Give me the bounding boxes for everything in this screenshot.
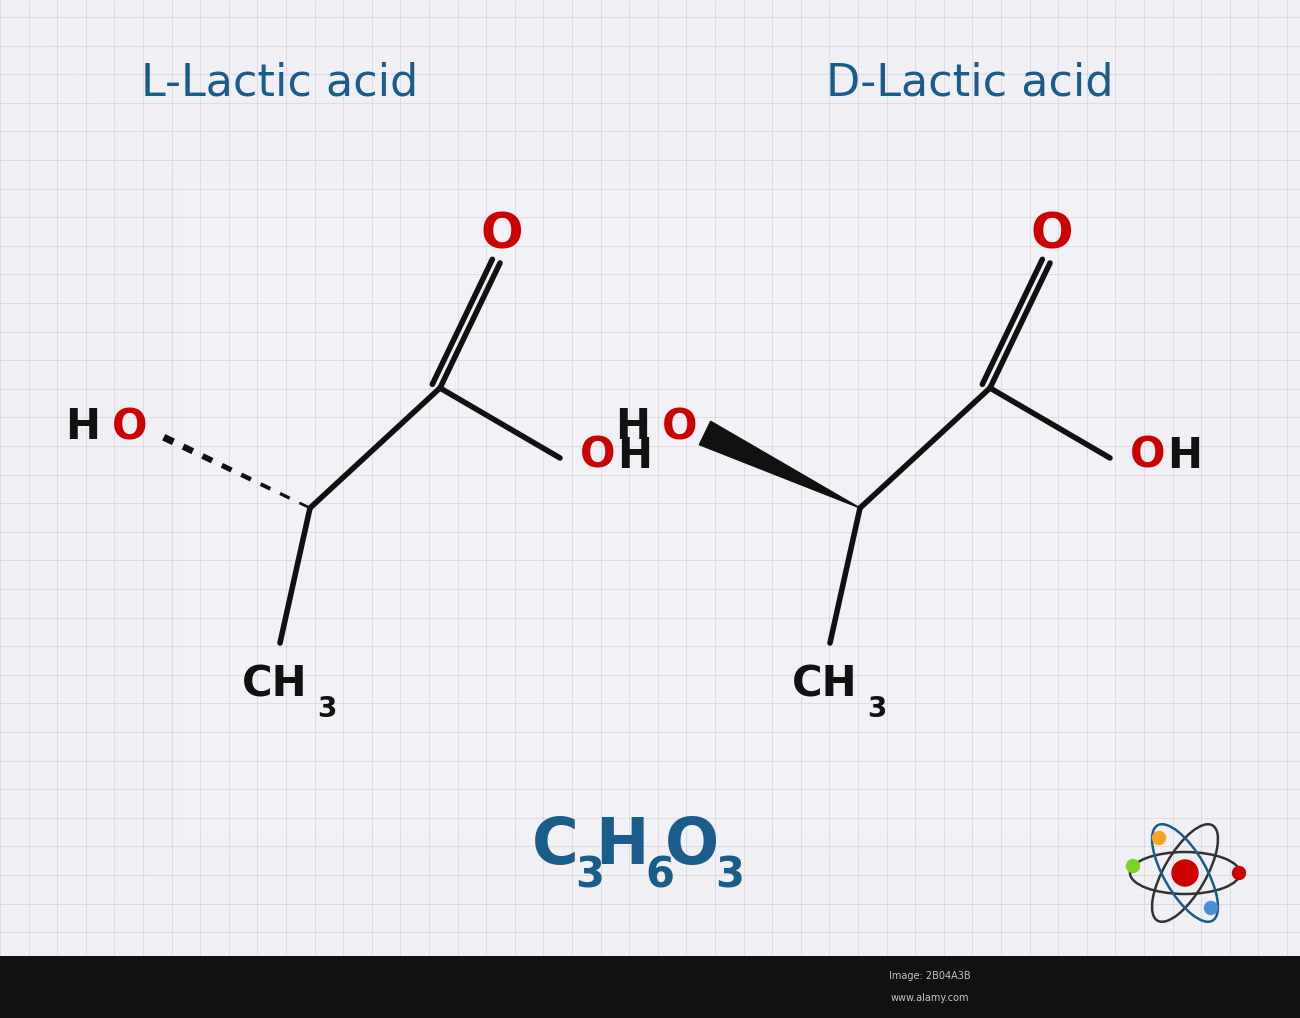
Circle shape xyxy=(1232,866,1245,880)
Circle shape xyxy=(1205,902,1218,914)
Text: O: O xyxy=(112,406,148,448)
Text: Image: 2B04A3B: Image: 2B04A3B xyxy=(889,971,971,981)
Polygon shape xyxy=(699,421,861,508)
Text: H: H xyxy=(615,406,650,448)
Text: O: O xyxy=(481,211,523,259)
Text: H: H xyxy=(595,815,649,876)
Text: 3: 3 xyxy=(715,855,745,897)
Text: 3: 3 xyxy=(317,695,337,723)
Text: D-Lactic acid: D-Lactic acid xyxy=(827,61,1114,105)
Text: O: O xyxy=(1130,435,1166,477)
Text: O: O xyxy=(664,815,719,876)
Bar xyxy=(0,956,1300,1018)
Text: CH: CH xyxy=(792,664,858,706)
Text: H: H xyxy=(65,406,100,448)
Circle shape xyxy=(1127,859,1140,872)
Text: CH: CH xyxy=(242,664,308,706)
Circle shape xyxy=(1173,860,1199,886)
Text: H: H xyxy=(618,435,653,477)
Text: O: O xyxy=(662,406,698,448)
Text: C: C xyxy=(532,815,578,876)
Text: O: O xyxy=(580,435,616,477)
Text: 6: 6 xyxy=(646,855,675,897)
Text: L-Lactic acid: L-Lactic acid xyxy=(142,61,419,105)
Text: H: H xyxy=(1167,435,1203,477)
Text: O: O xyxy=(1031,211,1074,259)
Text: 3: 3 xyxy=(867,695,887,723)
Text: www.alamy.com: www.alamy.com xyxy=(891,993,970,1003)
Circle shape xyxy=(1153,832,1166,845)
Text: 3: 3 xyxy=(576,855,604,897)
